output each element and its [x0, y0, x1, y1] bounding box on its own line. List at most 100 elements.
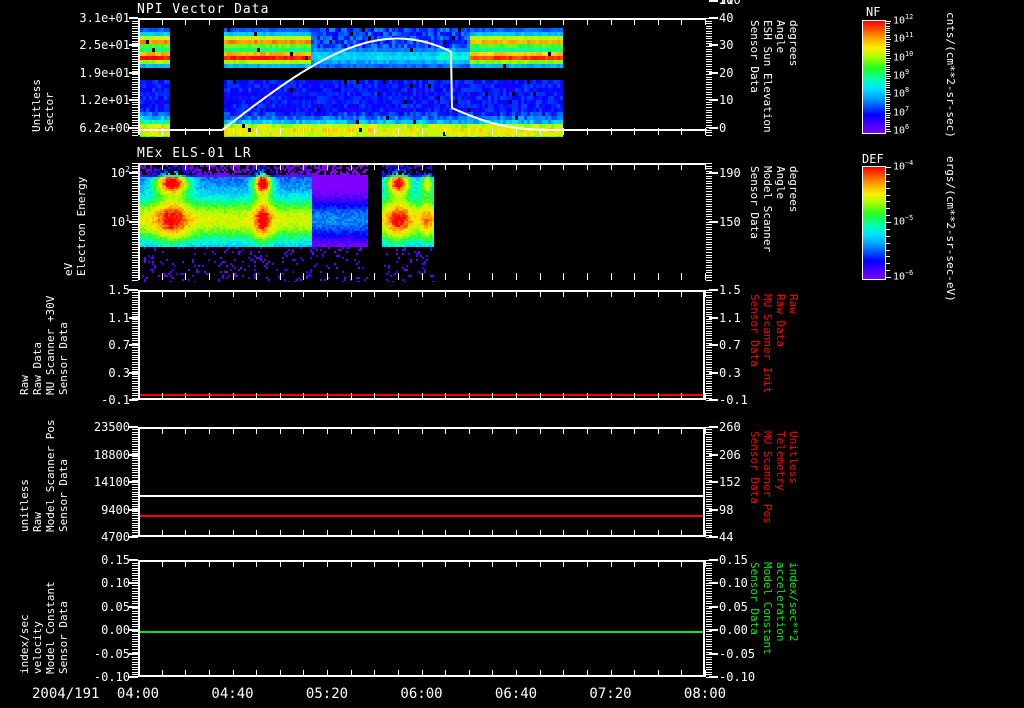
caption-line: Model Constant [761, 562, 774, 655]
colorbar-minor-tick [886, 55, 890, 56]
plot-area-model-scanner-pos[interactable] [138, 427, 705, 537]
colorbar-minor-tick [886, 101, 890, 102]
colorbar-minor-tick [886, 126, 890, 127]
colorbar-tick-label: 10−4 [893, 159, 914, 173]
colorbar-tick-label: 10−5 [893, 214, 914, 228]
plot-area-model-constant[interactable] [138, 560, 705, 677]
colorbar-minor-tick [886, 69, 890, 70]
caption-line: acceleration [774, 562, 787, 642]
y-axis-tick-label: 1.1 [108, 310, 130, 325]
y-axis-tick-label: -0.05 [93, 646, 130, 661]
colorbar-minor-tick [886, 49, 890, 50]
y-axis-tick-label-right: -0.05 [719, 646, 756, 661]
colorbar-minor-tick [886, 97, 890, 98]
caption-line: index/sec [18, 614, 31, 674]
panel-scannerpos-left-caption: unitless Raw Model Scanner Pos Sensor Data [18, 419, 70, 532]
panel-modelconst-left-caption: index/sec velocity Model Constant Sensor Da… [18, 562, 70, 674]
y-axis-tick-label: 9400 [101, 502, 130, 517]
colorbar-minor-tick [886, 106, 890, 107]
caption-line: degrees [787, 20, 800, 67]
plot-area-mu-scanner-30v[interactable] [138, 290, 705, 400]
y-axis-tick-label: 1.2e+01 [79, 93, 130, 108]
plot-area-els[interactable] [138, 163, 707, 282]
colorbar-minor-tick [886, 215, 890, 216]
colorbar-minor-tick [886, 51, 890, 52]
y-axis-tick-label: 3.1e+01 [79, 11, 130, 25]
colorbar-minor-tick [886, 85, 890, 86]
colorbar-minor-tick [886, 87, 890, 88]
caption-line: eV [62, 262, 75, 276]
colorbar-minor-tick [886, 39, 890, 40]
colorbar-minor-tick [886, 104, 890, 105]
colorbar-minor-tick [886, 110, 890, 111]
colorbar-minor-tick [886, 129, 890, 130]
caption-line: Angle [774, 166, 787, 200]
plot-area-npi[interactable] [138, 18, 707, 137]
y-axis-tick-label-right: 1.1 [719, 310, 741, 325]
y-axis-tick-label-right: 206 [719, 447, 741, 462]
colorbar-minor-tick [886, 83, 890, 84]
y-axis-tick-label: 0.10 [101, 576, 130, 591]
y-axis-tick-label-right: 30 [719, 38, 734, 53]
y-axis-tick-label-right: 44 [719, 530, 734, 544]
y-axis-tick-label-right: 10 [719, 93, 734, 108]
colorbar-minor-tick [886, 23, 890, 24]
time-tick-label: 08:00 [683, 686, 727, 702]
colorbar-minor-tick [886, 46, 890, 47]
time-tick-label: 06:40 [494, 686, 538, 702]
panel-scannerpos-right-caption: Sensor Data MU Scanner Pos Telemetry Unitle… [748, 431, 800, 535]
colorbar-minor-tick [886, 222, 890, 223]
colorbar-tick-label: 1012 [893, 13, 914, 27]
colorbar-minor-tick [886, 108, 890, 109]
caption-line: Sensor Data [748, 166, 761, 239]
colorbar-minor-tick [886, 62, 890, 63]
npi-sun-elevation-overlay [140, 20, 707, 137]
y-axis-tick-label-right: 110 [719, 0, 741, 7]
caption-line: Angle [774, 20, 787, 54]
caption-line: ergs/(cm**2-sr-sec-eV) [944, 156, 957, 302]
y-axis-tick-label-right: 0.3 [719, 365, 741, 380]
caption-line: Sensor Data [57, 322, 70, 395]
colorbar-minor-tick [886, 65, 890, 66]
colorbar-minor-tick [886, 124, 890, 125]
caption-line: Model Scanner [761, 166, 774, 253]
caption-line: Sensor Data [748, 294, 761, 367]
caption-line: Sensor Data [748, 20, 761, 93]
colorbar-minor-tick [886, 21, 890, 22]
y-axis-tick-label: 0.05 [101, 599, 130, 614]
caption-line: Unitless [787, 431, 800, 484]
y-axis-tick-label: -0.1 [101, 393, 130, 407]
caption-line: degrees [787, 166, 800, 213]
y-axis-tick-label-right: 150 [719, 214, 741, 229]
colorbar-minor-tick [886, 270, 890, 271]
y-axis-tick-label-right: 0.7 [719, 338, 741, 352]
colorbar-def [862, 166, 886, 280]
colorbar-tick-label: 109 [893, 68, 910, 82]
colorbar-minor-tick [886, 76, 890, 77]
y-axis-tick-label: 101 [110, 212, 130, 229]
colorbar-minor-tick [886, 78, 890, 79]
colorbar-minor-tick [886, 115, 890, 116]
time-tick-label: 05:20 [305, 686, 349, 702]
caption-line: Sensor Data [57, 601, 70, 674]
time-tick-label: 04:40 [211, 686, 254, 702]
caption-line: MU Scanner Init [761, 294, 774, 394]
y-axis-tick-label-right: 0.05 [719, 599, 748, 614]
colorbar-minor-tick [886, 94, 890, 95]
colorbar-tick-label: 10−6 [893, 269, 914, 283]
caption-line: cnts/(cm**2-sr-sec) [944, 12, 957, 138]
colorbar-minor-tick [886, 42, 890, 43]
colorbar-minor-tick [886, 250, 890, 251]
colorbar-minor-tick [886, 71, 890, 72]
colorbar-minor-tick [886, 195, 890, 196]
y-axis-tick-label: 102 [110, 163, 130, 180]
caption-line: Raw Data [31, 342, 44, 395]
colorbar-minor-tick [886, 74, 890, 75]
colorbar-minor-tick [886, 131, 890, 132]
colorbar-minor-tick [886, 243, 890, 244]
panel-title-els: MEx ELS-01 LR [137, 146, 252, 161]
time-tick-label: 06:00 [400, 686, 443, 702]
colorbar-minor-tick [886, 122, 890, 123]
y-axis-tick-label: 4700 [101, 530, 130, 544]
y-axis-tick-label: 18800 [93, 447, 130, 462]
